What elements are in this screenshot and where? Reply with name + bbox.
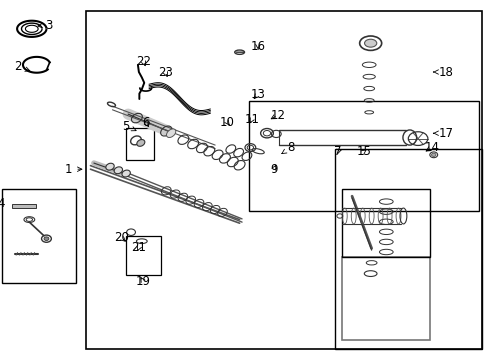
Ellipse shape [122, 170, 130, 177]
Bar [342, 257, 429, 340]
Text: 10: 10 [220, 116, 234, 129]
Text: 3: 3 [38, 19, 53, 32]
Text: 17: 17 [433, 127, 453, 140]
Bar [126, 236, 161, 275]
Bar [85, 11, 481, 349]
Bar [126, 128, 154, 160]
Text: 1: 1 [65, 163, 81, 176]
Text: 15: 15 [356, 145, 371, 158]
Text: 13: 13 [250, 88, 264, 101]
Ellipse shape [364, 39, 376, 47]
Text: 4: 4 [0, 197, 5, 210]
Text: 11: 11 [244, 113, 259, 126]
Text: 12: 12 [270, 109, 285, 122]
Bar [342, 189, 429, 257]
Bar [334, 149, 481, 349]
Ellipse shape [105, 163, 114, 170]
Ellipse shape [137, 140, 144, 146]
Text: 14: 14 [424, 141, 438, 154]
Bar [2, 189, 76, 283]
Bar [12, 204, 36, 208]
Ellipse shape [114, 167, 122, 174]
Text: 20: 20 [114, 231, 128, 244]
Text: 23: 23 [158, 66, 172, 78]
Text: 6: 6 [142, 116, 149, 129]
Text: 16: 16 [250, 40, 265, 53]
Text: 8: 8 [281, 141, 294, 154]
Ellipse shape [44, 237, 49, 240]
Text: 5: 5 [122, 120, 136, 132]
Text: 7: 7 [333, 145, 341, 158]
Bar [249, 101, 478, 211]
Text: 21: 21 [131, 241, 146, 254]
Text: 2: 2 [15, 60, 30, 73]
Ellipse shape [430, 153, 435, 156]
Ellipse shape [166, 129, 176, 138]
Text: 19: 19 [136, 275, 150, 288]
Text: 22: 22 [136, 55, 150, 68]
Text: 9: 9 [269, 163, 277, 176]
Text: 18: 18 [433, 66, 453, 78]
